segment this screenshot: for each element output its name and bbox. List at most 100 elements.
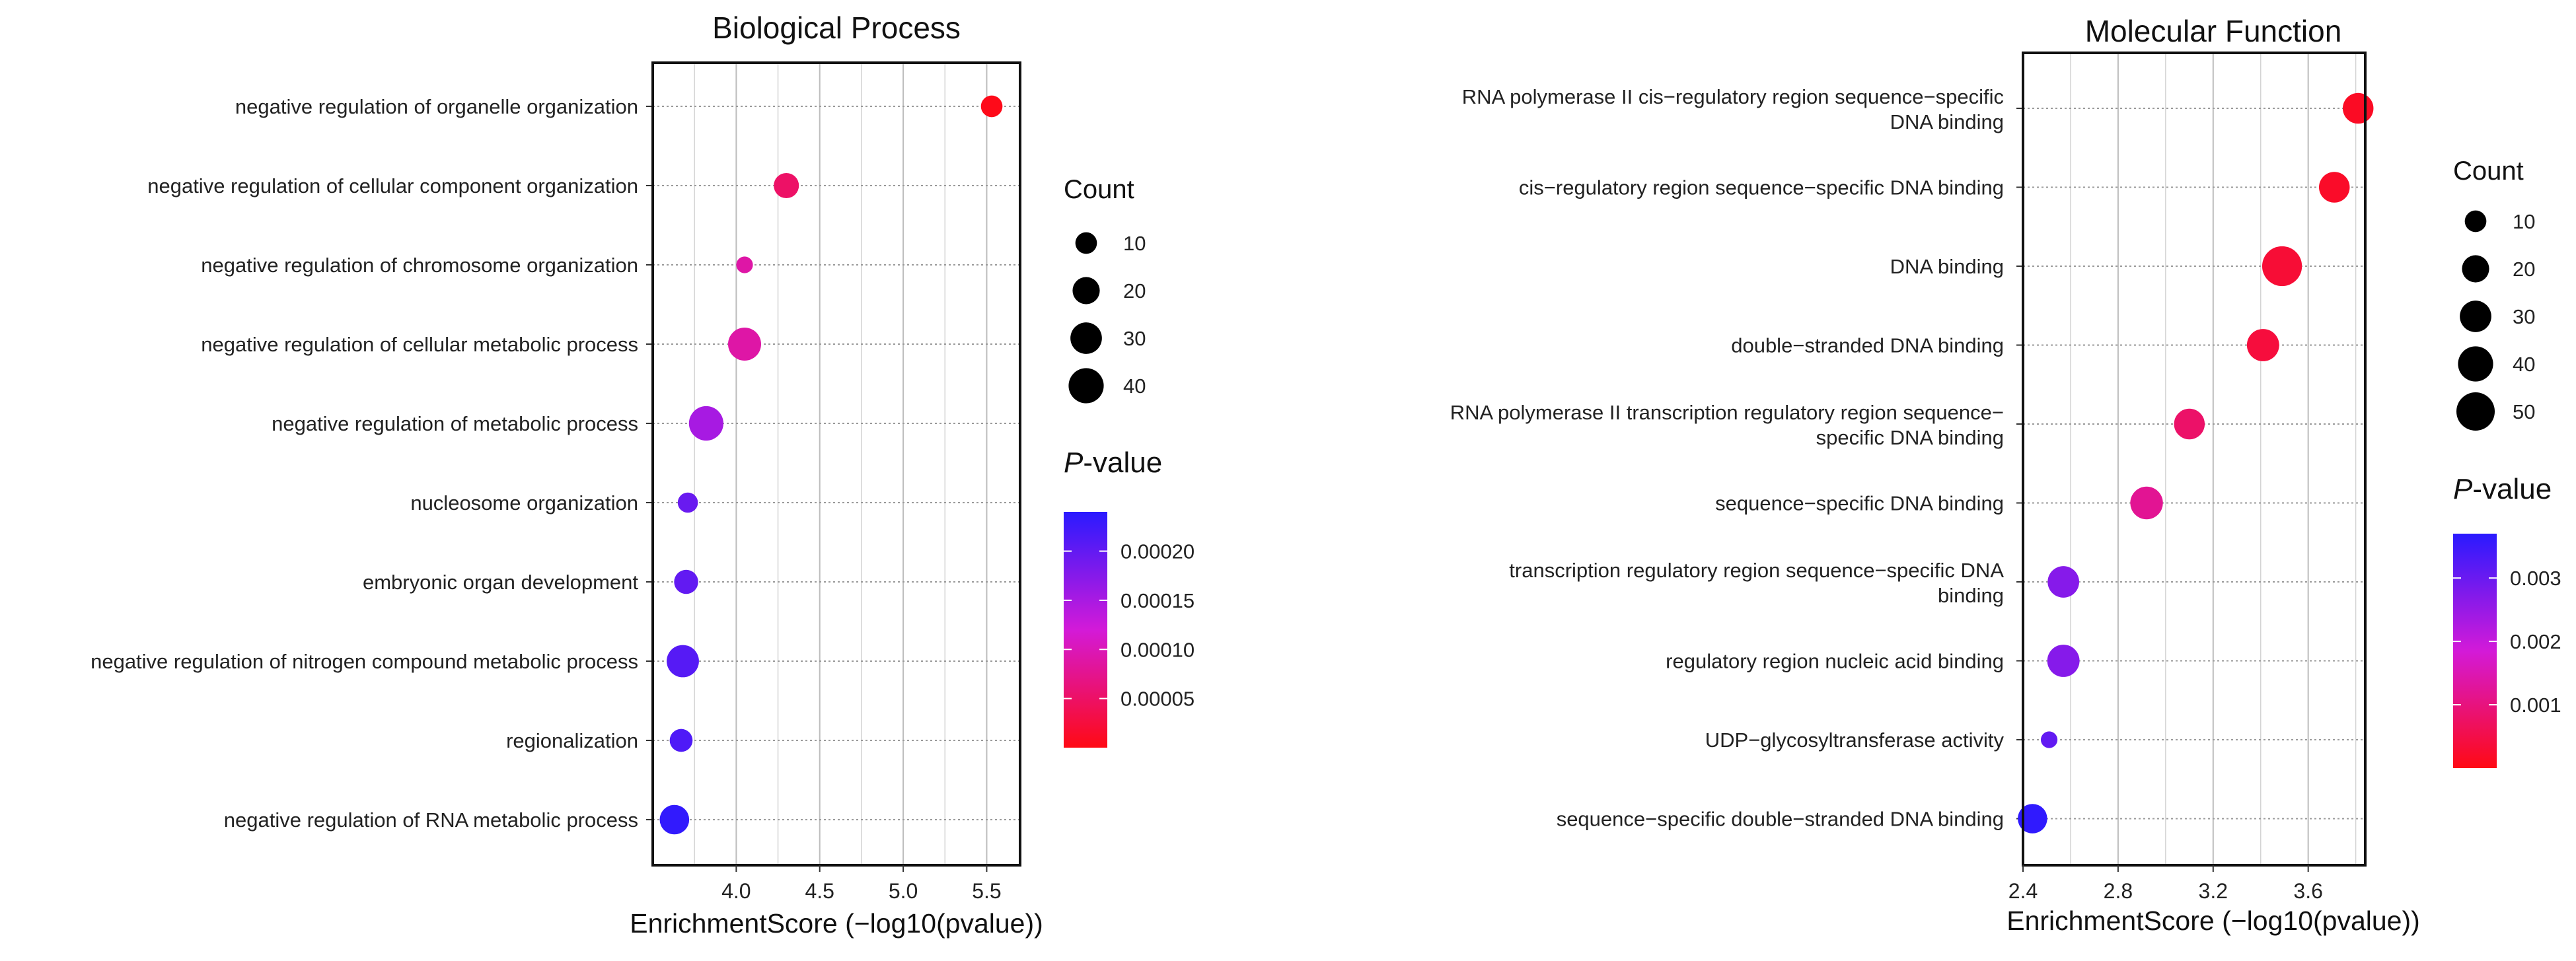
panel-molecular-function: Molecular Function RNA polymerase II cis−… [1450, 14, 2561, 936]
data-point [688, 406, 723, 441]
category-label: UDP−glycosyltransferase activity [1705, 729, 2005, 752]
data-point [980, 95, 1003, 118]
x-tick-label: 5.5 [972, 879, 1001, 903]
category-label: RNA polymerase II transcription regulato… [1450, 401, 2004, 449]
size-legend-dot [1072, 277, 1100, 304]
color-legend-title-p: P [2453, 473, 2473, 505]
data-point [2262, 246, 2302, 287]
category-label-line: negative regulation of chromosome organi… [201, 254, 638, 277]
plot-border [2022, 52, 2367, 867]
data-point [2174, 408, 2205, 440]
category-label: regulatory region nucleic acid binding [1666, 650, 2004, 673]
x-tick-label: 4.5 [805, 879, 834, 903]
category-label: negative regulation of organelle organiz… [235, 95, 638, 118]
color-bar-label: 0.003 [2510, 567, 2561, 590]
size-legend-label: 20 [1123, 279, 1146, 303]
category-label-line: negative regulation of cellular componen… [147, 174, 638, 197]
panel-biological-process: Biological Process negative regulation of… [91, 11, 1195, 939]
category-label-line: DNA binding [1890, 110, 2004, 133]
size-legend-dot [2456, 392, 2495, 431]
color-bar-label: 0.002 [2510, 630, 2561, 653]
x-tick-label: 3.6 [2293, 879, 2322, 903]
size-legend-title: Count [2453, 157, 2524, 186]
category-label-line: sequence−specific double−stranded DNA bi… [1557, 808, 2004, 831]
category-label-line: specific DNA binding [1816, 426, 2004, 449]
category-label-line: cis−regulatory region sequence−specific … [1519, 176, 2004, 199]
category-label-line: double−stranded DNA binding [1731, 334, 2004, 357]
category-label-line: sequence−specific DNA binding [1715, 492, 2004, 515]
data-point [774, 172, 799, 199]
plot-border [651, 61, 1021, 867]
category-label-line: negative regulation of RNA metabolic pro… [224, 808, 638, 832]
data-point [2342, 92, 2374, 124]
size-legend-dot [2458, 346, 2493, 382]
data-point [659, 804, 690, 835]
color-bar-label: 0.001 [2510, 694, 2561, 717]
data-point [677, 492, 698, 513]
color-legend-title-suffix: -value [2472, 473, 2552, 505]
category-label-line: regionalization [506, 729, 638, 752]
size-legend-label: 40 [1123, 374, 1146, 398]
x-tick-label: 3.2 [2199, 879, 2228, 903]
x-tick-label: 2.4 [2008, 879, 2038, 903]
category-label: double−stranded DNA binding [1731, 334, 2004, 357]
data-point [736, 256, 753, 273]
category-label-line: nucleosome organization [410, 491, 638, 515]
size-legend-label: 50 [2513, 400, 2535, 423]
size-legend-dot [1068, 368, 1104, 404]
color-legend-title-p: P [1064, 446, 1084, 479]
data-point [2047, 645, 2080, 677]
category-label: regionalization [506, 729, 638, 752]
data-point [2047, 566, 2079, 598]
size-legend-label: 20 [2513, 258, 2535, 281]
size-legend-label: 10 [1123, 232, 1146, 255]
size-legend-dot [2462, 255, 2489, 283]
data-point [2246, 329, 2279, 361]
category-label-line: negative regulation of nitrogen compound… [91, 650, 638, 673]
category-label-line: negative regulation of metabolic process [272, 412, 638, 435]
data-point [2318, 172, 2350, 203]
size-legend-title: Count [1064, 175, 1134, 204]
category-label: nucleosome organization [410, 491, 638, 515]
color-legend: P-value 0.001 0.002 0.003 [2453, 473, 2561, 768]
color-bar [2453, 534, 2497, 768]
x-axis-label: EnrichmentScore (−log10(pvalue)) [630, 908, 1043, 939]
chart-title: Biological Process [712, 11, 961, 45]
size-legend-dot [1075, 232, 1097, 254]
category-label-line: transcription regulatory region sequence… [1509, 559, 2004, 582]
size-legend-label: 30 [2513, 305, 2535, 328]
plot-area [2023, 53, 2365, 865]
category-label: negative regulation of cellular metaboli… [201, 333, 638, 356]
category-label-line: negative regulation of organelle organiz… [235, 95, 638, 118]
category-label: embryonic organ development [363, 571, 638, 594]
category-label: cis−regulatory region sequence−specific … [1519, 176, 2004, 199]
color-bar-label: 0.00015 [1121, 589, 1195, 612]
category-label-line: negative regulation of cellular metaboli… [201, 333, 638, 356]
size-legend-label: 10 [2513, 210, 2535, 233]
x-tick-label: 4.0 [721, 879, 751, 903]
category-label: negative regulation of metabolic process [272, 412, 638, 435]
color-bar-label: 0.00020 [1121, 540, 1195, 563]
category-label: negative regulation of chromosome organi… [201, 254, 638, 277]
category-label-line: RNA polymerase II cis−regulatory region … [1462, 85, 2004, 108]
data-point [2018, 804, 2047, 834]
color-legend-title: P-value [1064, 446, 1162, 479]
category-label: transcription regulatory region sequence… [1509, 559, 2004, 607]
chart-title: Molecular Function [2085, 14, 2342, 48]
color-legend-title: P-value [2453, 473, 2552, 505]
size-legend: Count 10 20 30 40 [1064, 175, 1146, 404]
category-label: negative regulation of nitrogen compound… [91, 650, 638, 673]
color-bar-label: 0.00010 [1121, 638, 1195, 661]
category-label: negative regulation of cellular componen… [147, 174, 638, 197]
data-point [674, 569, 698, 594]
color-bar [1064, 512, 1107, 748]
color-bar-label: 0.00005 [1121, 688, 1195, 711]
category-label-line: RNA polymerase II transcription regulato… [1450, 401, 2004, 424]
data-point [667, 645, 699, 678]
size-legend-label: 40 [2513, 353, 2535, 376]
category-label: RNA polymerase II cis−regulatory region … [1462, 85, 2004, 133]
size-legend-dot [2464, 210, 2487, 232]
data-point [728, 328, 761, 361]
size-legend-label: 30 [1123, 327, 1146, 350]
